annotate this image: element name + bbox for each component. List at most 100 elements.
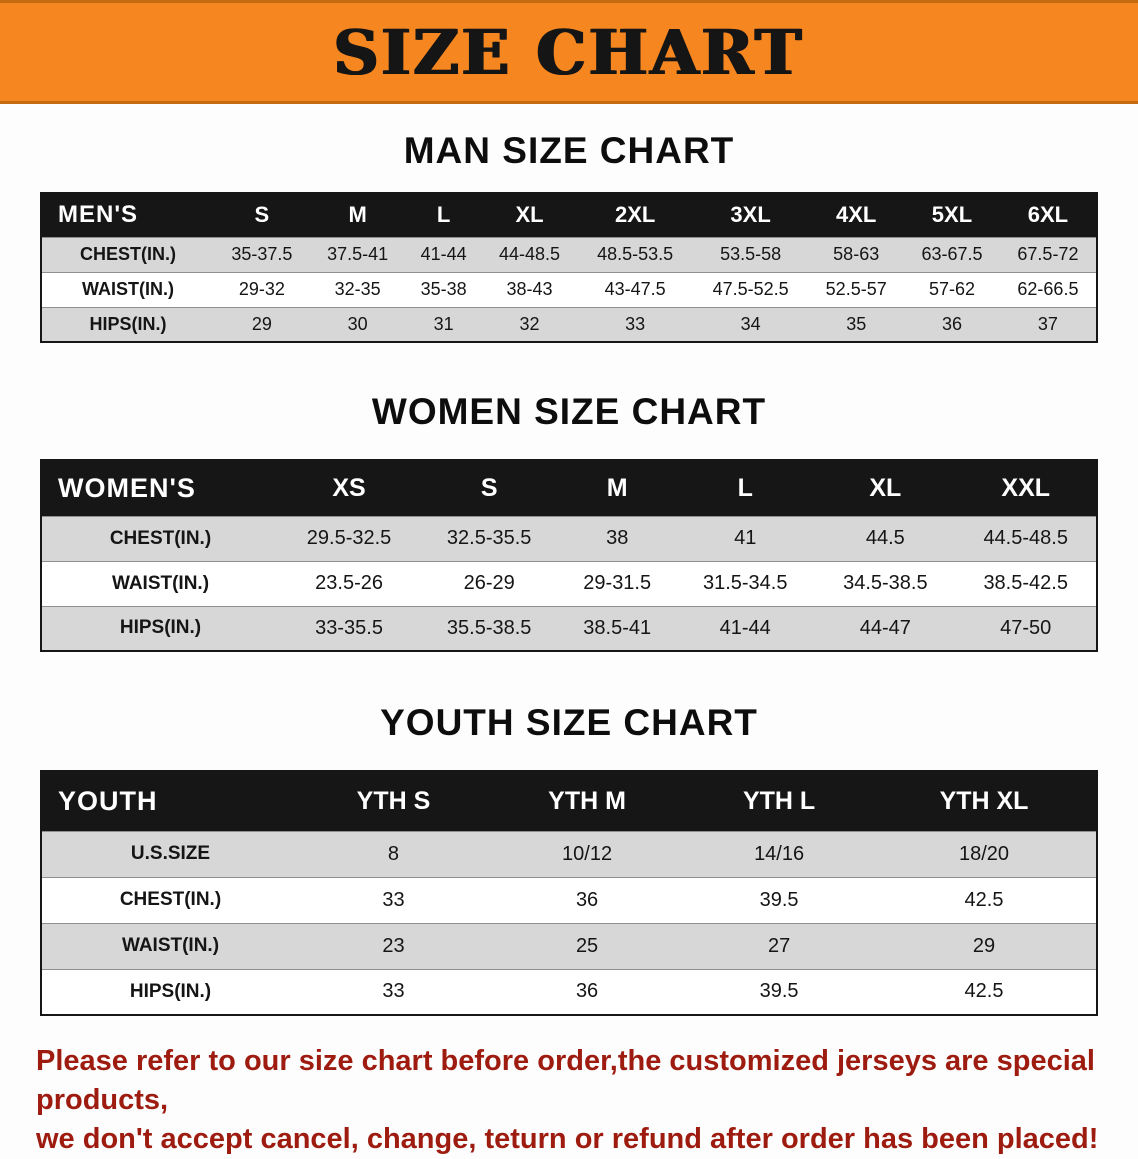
measurement-value-cell: 43-47.5: [604, 279, 666, 299]
size-header-cell: S: [480, 473, 498, 502]
size-header-cell: 3XL: [730, 202, 771, 228]
measurement-value-cell: 41: [734, 527, 757, 549]
size-header-cell: 5XL: [931, 202, 973, 228]
measurement-value-cell: 36: [575, 980, 599, 1003]
table-header-row: YOUTH YTH S YTH M YTH L YTH XL: [41, 771, 1097, 831]
measurement-value-cell: 32-35: [334, 279, 381, 299]
measurement-value-cell: 32.5-35.5: [446, 527, 532, 549]
measurement-label-cell: CHEST(IN.): [109, 527, 212, 549]
measurement-value-cell: 52.5-57: [825, 279, 887, 299]
measurement-value-cell: 41-44: [719, 616, 771, 639]
measurement-value-cell: 18/20: [958, 842, 1010, 865]
women-section-heading: WOMEN SIZE CHART: [371, 391, 767, 432]
table-title-cell: MEN'S: [58, 201, 139, 229]
measurement-value-cell: 44.5-48.5: [983, 527, 1068, 549]
measurement-value-cell: 30: [347, 313, 368, 334]
measurement-value-cell: 53.5-58: [720, 244, 782, 264]
youth-size-section: YOUTH SIZE CHART YOUTH YTH S YTH M YTH L YTH…: [0, 702, 1138, 1016]
men-section-heading: MAN SIZE CHART: [403, 130, 735, 171]
measurement-value-cell: 36: [575, 888, 599, 911]
measurement-value-cell: 38-43: [506, 279, 553, 299]
measurement-value-cell: 42.5: [964, 980, 1004, 1003]
measurement-value-cell: 48.5-53.5: [597, 244, 674, 264]
table-row: U.S.SIZE 8 10/12 14/16 18/20: [41, 831, 1097, 877]
size-header-cell: YTH S: [356, 786, 431, 815]
measurement-value-cell: 33: [382, 888, 405, 911]
measurement-value-cell: 57-62: [928, 279, 975, 299]
measurement-value-cell: 29: [972, 934, 996, 957]
youth-size-table-holder: YOUTH YTH S YTH M YTH L YTH XL U.S.SIZE 8 10/12…: [40, 770, 1098, 1016]
measurement-value-cell: 67.5-72: [1017, 244, 1079, 264]
measurement-label-cell: HIPS(IN.): [129, 980, 212, 1002]
measurement-value-cell: 23: [382, 934, 405, 957]
measurement-value-cell: 35.5-38.5: [446, 616, 532, 639]
table-row: WAIST(IN.) 23 25 27 29: [41, 923, 1097, 969]
measurement-value-cell: 29.5-32.5: [306, 527, 392, 549]
size-header-cell: XL: [869, 473, 902, 502]
measurement-value-cell: 34.5-38.5: [843, 572, 928, 594]
women-size-table-holder: WOMEN'S XS S M L XL XXL CHEST(IN.) 29.5-32.5 32.5…: [40, 459, 1098, 652]
size-header-cell: XS: [332, 473, 366, 502]
measurement-value-cell: 29-31.5: [583, 572, 652, 594]
measurement-value-cell: 29-32: [238, 279, 285, 299]
men-size-section: MAN SIZE CHART MEN'S S M L XL 2XL 3XL 4XL 5XL 6XL…: [0, 130, 1138, 343]
page-title: SIZE CHART: [333, 15, 805, 89]
table-header-row: WOMEN'S XS S M L XL XXL: [41, 460, 1097, 516]
size-header-cell: YTH L: [742, 786, 816, 815]
measurement-value-cell: 44-48.5: [499, 244, 561, 264]
measurement-value-cell: 33: [382, 980, 405, 1003]
measurement-label-cell: HIPS(IN.): [119, 617, 202, 639]
measurement-value-cell: 35-37.5: [231, 244, 293, 264]
size-table: MEN'S S M L XL 2XL 3XL 4XL 5XL 6XL CHEST(IN.) 35-37…: [40, 192, 1098, 343]
size-header-cell: 2XL: [614, 202, 656, 228]
measurement-value-cell: 47-50: [1000, 616, 1052, 639]
measurement-value-cell: 63-67.5: [921, 244, 983, 264]
measurement-value-cell: 25: [575, 934, 599, 957]
measurement-value-cell: 47.5-52.5: [712, 279, 789, 299]
measurement-value-cell: 8: [387, 842, 400, 865]
measurement-value-cell: 36: [941, 313, 962, 334]
measurement-value-cell: 38.5-41: [583, 616, 652, 639]
measurement-value-cell: 35: [846, 313, 867, 334]
measurement-value-cell: 32: [519, 313, 540, 334]
size-table: WOMEN'S XS S M L XL XXL CHEST(IN.) 29.5-32.5 32.5…: [40, 459, 1098, 652]
size-header-cell: XXL: [1001, 473, 1051, 502]
measurement-label-cell: CHEST(IN.): [80, 244, 176, 264]
measurement-label-cell: WAIST(IN.): [111, 572, 210, 594]
measurement-label-cell: CHEST(IN.): [119, 889, 222, 910]
size-header-cell: M: [348, 202, 367, 228]
measurement-label-cell: U.S.SIZE: [130, 843, 211, 864]
measurement-value-cell: 39.5: [759, 980, 799, 1003]
measurement-value-cell: 37.5-41: [327, 244, 389, 264]
measurement-value-cell: 35-38: [420, 279, 467, 299]
measurement-value-cell: 31: [433, 313, 454, 334]
size-header-cell: YTH XL: [939, 786, 1029, 815]
size-header-cell: XL: [515, 202, 544, 228]
measurement-value-cell: 33: [625, 313, 646, 334]
measurement-value-cell: 38.5-42.5: [983, 572, 1068, 594]
table-row: CHEST(IN.) 35-37.5 37.5-41 41-44 44-48.5 48.5…: [41, 237, 1097, 272]
measurement-value-cell: 31.5-34.5: [702, 572, 788, 594]
measurement-value-cell: 62-66.5: [1017, 279, 1079, 299]
measurement-value-cell: 41-44: [420, 244, 467, 264]
size-table: YOUTH YTH S YTH M YTH L YTH XL U.S.SIZE 8 10/12…: [40, 770, 1098, 1016]
measurement-value-cell: 58-63: [833, 244, 880, 264]
size-header-cell: 6XL: [1027, 202, 1069, 228]
measurement-value-cell: 29: [251, 313, 272, 334]
measurement-value-cell: 39.5: [759, 888, 799, 911]
size-header-cell: L: [436, 202, 451, 228]
measurement-value-cell: 42.5: [964, 888, 1004, 911]
size-header-cell: 4XL: [836, 202, 877, 228]
table-row: HIPS(IN.) 29 30 31 32 33 34 35 36 37: [41, 307, 1097, 342]
measurement-value-cell: 26-29: [463, 572, 515, 594]
disclaimer: Please refer to our size chart before or…: [36, 1042, 1102, 1159]
measurement-label-cell: WAIST(IN.): [82, 279, 174, 299]
measurement-label-cell: WAIST(IN.): [121, 935, 220, 956]
size-header-cell: YTH M: [548, 786, 626, 815]
table-row: HIPS(IN.) 33-35.5 35.5-38.5 38.5-41 41-44 44-…: [41, 606, 1097, 651]
measurement-value-cell: 44.5: [865, 527, 905, 549]
women-size-section: WOMEN SIZE CHART WOMEN'S XS S M L XL XXL CHEST(…: [0, 391, 1138, 652]
measurement-value-cell: 27: [767, 934, 791, 957]
table-title-cell: YOUTH: [58, 785, 158, 816]
table-row: WAIST(IN.) 23.5-26 26-29 29-31.5 31.5-34.5 34…: [41, 561, 1097, 606]
